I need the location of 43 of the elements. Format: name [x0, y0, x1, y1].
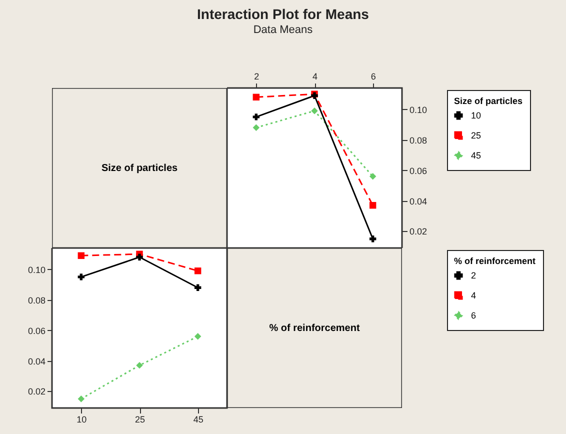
point	[78, 274, 85, 280]
legend-label: 10	[471, 110, 482, 120]
x-tick-label: 10	[76, 414, 87, 424]
x-tick-label: 2	[254, 72, 260, 82]
legend-label: 25	[471, 130, 482, 140]
y-tick-label: 0.06	[410, 166, 428, 176]
text: Interaction Plot for Means	[196, 6, 370, 22]
point	[194, 333, 202, 340]
point	[252, 94, 260, 100]
y-tick-label: 0.08	[410, 135, 428, 146]
x-tick-label: 25	[134, 414, 146, 424]
point	[311, 108, 318, 114]
point	[78, 396, 85, 402]
point	[369, 236, 376, 242]
y-tick-label: 0.08	[28, 295, 46, 306]
point	[136, 254, 143, 260]
y-tick-label: 0.04	[410, 196, 428, 206]
y-tick-label: 0.10	[410, 104, 428, 115]
y-tick-label: 0.10	[28, 264, 46, 275]
legend-title: % of reinforcement	[454, 256, 536, 266]
text: Data Means	[252, 24, 314, 36]
legend-title: Size of particles	[454, 96, 523, 106]
text: Size of particles	[101, 163, 178, 174]
y-tick-label: 0.06	[28, 326, 46, 336]
legend-label: 4	[471, 290, 476, 300]
point	[194, 268, 202, 274]
point	[369, 173, 376, 180]
point	[252, 114, 260, 120]
text: % of reinforcement	[269, 323, 360, 334]
x-tick-label: 45	[193, 414, 204, 424]
legend-label: 45	[471, 150, 482, 160]
x-tick-label: 6	[370, 72, 376, 82]
point	[78, 252, 85, 259]
legend-label: 2	[471, 270, 476, 280]
x-tick-label: 4	[312, 72, 318, 82]
point	[136, 362, 143, 369]
y-tick-label: 0.02	[28, 386, 46, 397]
y-tick-label: 0.02	[410, 226, 428, 237]
point	[194, 284, 202, 291]
legend-label: 6	[471, 310, 476, 320]
point	[252, 124, 260, 131]
point	[369, 202, 376, 209]
y-tick-label: 0.04	[28, 356, 46, 366]
